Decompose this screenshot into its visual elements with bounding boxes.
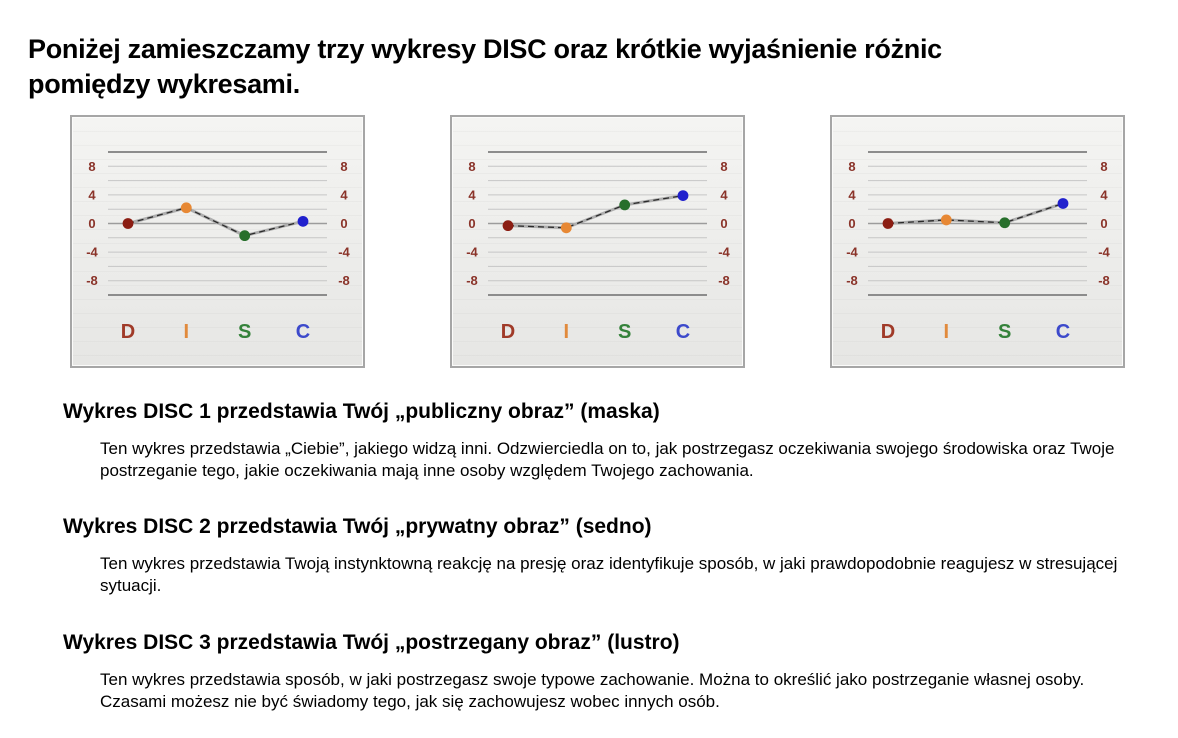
data-point-s <box>619 199 631 211</box>
axis-letter-c: C <box>296 321 310 343</box>
disc-chart-panel-3: 8 8 4 4 0 0 -4 -4 -8 -8 D I S C <box>830 115 1125 368</box>
data-point-c <box>297 215 309 227</box>
tick-label-left: 8 <box>88 159 95 174</box>
series-line-dash <box>507 194 684 229</box>
tick-label-right: 0 <box>340 216 347 231</box>
page-title-line-2: pomiędzy wykresami. <box>28 69 300 100</box>
section-body: Ten wykres przedstawia Twoją instynktown… <box>100 554 1118 595</box>
tick-label-right: -4 <box>338 245 350 260</box>
data-point-c <box>1057 198 1069 209</box>
axis-letter-s: S <box>238 321 251 343</box>
tick-label-left: -4 <box>846 245 858 260</box>
tick-label-left: 4 <box>848 187 856 202</box>
data-point-s <box>999 217 1011 229</box>
tick-label-right: 0 <box>720 216 727 231</box>
section-heading: Wykres DISC 3 przedstawia Twój „postrzeg… <box>63 631 680 654</box>
tick-label-right: 0 <box>1100 216 1107 231</box>
axis-letter-i: I <box>944 321 950 343</box>
section-disc-3: Wykres DISC 3 przedstawia Twój „postrzeg… <box>63 630 1143 712</box>
tick-label-left: -4 <box>466 245 478 260</box>
data-point-c <box>677 190 689 202</box>
section-body: Ten wykres przedstawia „Ciebie”, jakiego… <box>100 439 1115 480</box>
tick-label-left: 8 <box>468 159 475 174</box>
tick-label-left: 8 <box>848 159 855 174</box>
data-point-i <box>940 214 952 226</box>
tick-label-left: 0 <box>848 216 855 231</box>
tick-label-left: -8 <box>86 273 98 288</box>
tick-label-right: -8 <box>338 273 350 288</box>
tick-label-left: 4 <box>88 187 96 202</box>
data-point-d <box>502 220 514 232</box>
axis-letter-d: D <box>881 321 895 343</box>
tick-label-left: -4 <box>86 245 98 260</box>
data-point-s <box>239 230 251 242</box>
axis-letter-d: D <box>121 321 135 343</box>
tick-label-right: -4 <box>718 245 730 260</box>
tick-label-right: -8 <box>1098 273 1110 288</box>
disc-chart-panel-2: 8 8 4 4 0 0 -4 -4 -8 -8 D I S C <box>450 115 745 368</box>
tick-label-left: -8 <box>846 273 858 288</box>
section-heading: Wykres DISC 2 przedstawia Twój „prywatny… <box>63 515 652 538</box>
disc-chart-2: 8 8 4 4 0 0 -4 -4 -8 -8 D I S C <box>466 151 731 343</box>
tick-label-left: 0 <box>88 216 95 231</box>
section-disc-1: Wykres DISC 1 przedstawia Twój „publiczn… <box>63 399 1143 481</box>
data-point-d <box>122 218 134 229</box>
disc-chart-3: 8 8 4 4 0 0 -4 -4 -8 -8 D I S C <box>846 151 1111 343</box>
data-point-i <box>560 222 572 234</box>
tick-label-right: 8 <box>720 159 727 174</box>
tick-label-right: 4 <box>1100 187 1108 202</box>
axis-letter-s: S <box>618 321 631 343</box>
axis-letter-s: S <box>998 321 1011 343</box>
axis-letter-c: C <box>676 321 690 343</box>
tick-label-left: 4 <box>468 187 476 202</box>
data-point-i <box>180 202 192 214</box>
disc-chart-1: 8 8 4 4 0 0 -4 -4 -8 -8 D I S C <box>86 151 351 343</box>
tick-label-right: 8 <box>340 159 347 174</box>
tick-label-right: 8 <box>1100 159 1107 174</box>
series-line-dash <box>127 207 304 237</box>
axis-letter-c: C <box>1056 321 1070 343</box>
disc-chart-panel-1: 8 8 4 4 0 0 -4 -4 -8 -8 D I S C <box>70 115 365 368</box>
tick-label-right: -4 <box>1098 245 1110 260</box>
axis-letter-i: I <box>184 321 190 343</box>
axis-letter-i: I <box>564 321 570 343</box>
page-title: Poniżej zamieszczamy trzy wykresy DISC o… <box>28 32 942 102</box>
tick-label-right: -8 <box>718 273 730 288</box>
axis-letter-d: D <box>501 321 515 343</box>
section-disc-2: Wykres DISC 2 przedstawia Twój „prywatny… <box>63 514 1143 596</box>
section-heading: Wykres DISC 1 przedstawia Twój „publiczn… <box>63 400 660 423</box>
data-point-d <box>882 218 894 229</box>
tick-label-left: -8 <box>466 273 478 288</box>
tick-label-right: 4 <box>720 187 728 202</box>
tick-label-right: 4 <box>340 187 348 202</box>
series-line-base <box>887 202 1064 225</box>
page-title-line-1: Poniżej zamieszczamy trzy wykresy DISC o… <box>28 34 942 65</box>
tick-label-left: 0 <box>468 216 475 231</box>
section-body: Ten wykres przedstawia sposób, w jaki po… <box>100 670 1085 711</box>
